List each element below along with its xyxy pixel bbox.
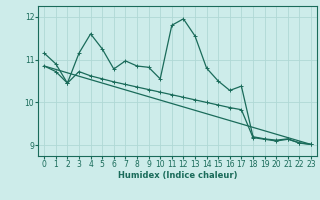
X-axis label: Humidex (Indice chaleur): Humidex (Indice chaleur) bbox=[118, 171, 237, 180]
